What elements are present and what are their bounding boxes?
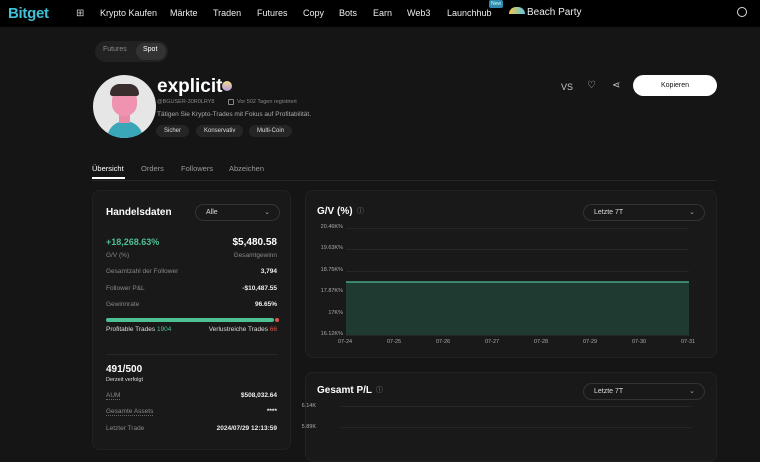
y-tick-label: 5.89K (276, 424, 316, 430)
info-icon[interactable]: ⓘ (376, 385, 383, 395)
bitget-logo[interactable]: Bitget (8, 5, 49, 22)
win-rate-label: Gewinnrate (106, 301, 139, 308)
roi-chart: 20.46K%19.63K%18.75K%17.87K%17K%16.12K%0… (306, 191, 718, 359)
last-trade-label: Letzter Trade (106, 425, 144, 432)
pl-range-select[interactable]: Letzte 7T ⌄ (583, 383, 705, 400)
favorite-add-icon[interactable]: ♡ (587, 80, 596, 91)
x-tick-label: 07-25 (387, 339, 401, 345)
nav-beach-party[interactable]: Beach Party (527, 7, 581, 18)
tag-sicher: Sicher (156, 125, 189, 137)
total-profit-label: Gesamtgewinn (234, 252, 277, 259)
x-tick-label: 07-29 (583, 339, 597, 345)
roi-area-svg (306, 191, 718, 359)
nav-krypto-kaufen[interactable]: Krypto Kaufen (100, 8, 157, 18)
active-tab-indicator (92, 177, 125, 179)
apps-grid-icon[interactable]: ⊞ (76, 8, 84, 19)
followers-count: 491/500 (106, 364, 142, 375)
trade-data-title: Handelsdaten (106, 207, 172, 218)
nav-launchhub[interactable]: Launchhub (447, 8, 492, 18)
nav-copy[interactable]: Copy (303, 8, 324, 18)
calendar-icon (228, 99, 234, 105)
nav-futures[interactable]: Futures (257, 8, 288, 18)
x-tick-label: 07-26 (436, 339, 450, 345)
trader-name: explicit (157, 76, 222, 98)
x-tick-label: 07-31 (681, 339, 695, 345)
filter-value: Alle (206, 209, 218, 216)
roi-label: G/V (%) (106, 252, 129, 259)
followers-count-label: Derzeit verfolgt (106, 377, 143, 383)
total-pl-card: Gesamt P/L ⓘ Letzte 7T⌄ 6.14K 5.89K (305, 372, 717, 462)
chevron-down-icon: ⌄ (264, 208, 270, 216)
roi-value: +18,268.63% (106, 237, 159, 247)
tab-orders[interactable]: Orders (141, 164, 164, 173)
nav-web3[interactable]: Web3 (407, 8, 430, 18)
vs-compare-button[interactable]: VS (561, 82, 573, 92)
total-assets-value: **** (267, 408, 277, 415)
registered-date: Vor 502 Tagen registriert (237, 99, 297, 105)
range-value: Letzte 7T (594, 388, 623, 395)
search-icon[interactable] (737, 7, 747, 17)
tag-konservativ: Konservativ (196, 125, 243, 137)
total-pl-title: Gesamt P/L (317, 385, 372, 396)
trader-uid: @BGUSER-30R0LRY8 (157, 99, 214, 105)
trader-bio: Tätigen Sie Krypto-Trades mit Fokus auf … (157, 111, 311, 118)
win-rate-bar (106, 318, 274, 322)
total-profit-value: $5,480.58 (233, 237, 278, 248)
avatar (93, 75, 156, 138)
trade-data-card: Handelsdaten Alle ⌄ +18,268.63% $5,480.58… (92, 190, 291, 450)
tab-uebersicht[interactable]: Übersicht (92, 164, 124, 173)
umbrella-icon (509, 7, 525, 14)
new-badge: New (489, 0, 503, 8)
gridline (341, 406, 691, 407)
roi-area (346, 282, 689, 335)
x-tick-label: 07-27 (485, 339, 499, 345)
copy-button[interactable]: Kopieren (633, 75, 717, 96)
total-assets-label[interactable]: Gesamte Assets (106, 408, 153, 416)
nav-earn[interactable]: Earn (373, 8, 392, 18)
nav-traden[interactable]: Traden (213, 8, 241, 18)
aum-label[interactable]: AUM (106, 392, 120, 400)
trade-data-filter[interactable]: Alle ⌄ (195, 204, 280, 221)
gridline (341, 427, 691, 428)
profitable-trades: Profitable Trades 1904 (106, 326, 171, 333)
win-rate-value: 96.65% (255, 301, 277, 308)
x-tick-label: 07-24 (338, 339, 352, 345)
follower-pl-label: Follower P&L (106, 285, 145, 292)
x-tick-label: 07-28 (534, 339, 548, 345)
roi-chart-card: G/V (%) ⓘ Letzte 7T⌄ 20.46K%19.63K%18.75… (305, 190, 717, 358)
x-tick-label: 07-30 (632, 339, 646, 345)
y-tick-label: 6.14K (276, 403, 316, 409)
level-badge-icon (222, 81, 232, 91)
tab-followers[interactable]: Followers (181, 164, 213, 173)
switch-futures[interactable]: Futures (103, 46, 127, 53)
share-icon[interactable]: ⋖ (612, 80, 620, 91)
tag-multi-coin: Multi-Coin (249, 125, 292, 137)
switch-spot[interactable]: Spot (143, 46, 157, 53)
last-trade-value: 2024/07/29 12:13:59 (217, 425, 277, 432)
chevron-down-icon: ⌄ (689, 387, 695, 395)
followers-total-value: 3,794 (261, 268, 277, 275)
losing-trades: Verlustreiche Trades 66 (209, 326, 277, 333)
tab-abzeichen[interactable]: Abzeichen (229, 164, 264, 173)
aum-value: $508,032.64 (241, 392, 277, 399)
follower-pl-value: -$10,487.55 (242, 285, 277, 292)
nav-bots[interactable]: Bots (339, 8, 357, 18)
loss-rate-dot (275, 318, 279, 322)
futures-spot-switch: Futures Spot (95, 41, 168, 62)
followers-total-label: Gesamtzahl der Follower (106, 268, 178, 275)
top-nav: Bitget ⊞ Krypto Kaufen Märkte Traden Fut… (0, 0, 760, 27)
nav-maerkte[interactable]: Märkte (170, 8, 198, 18)
